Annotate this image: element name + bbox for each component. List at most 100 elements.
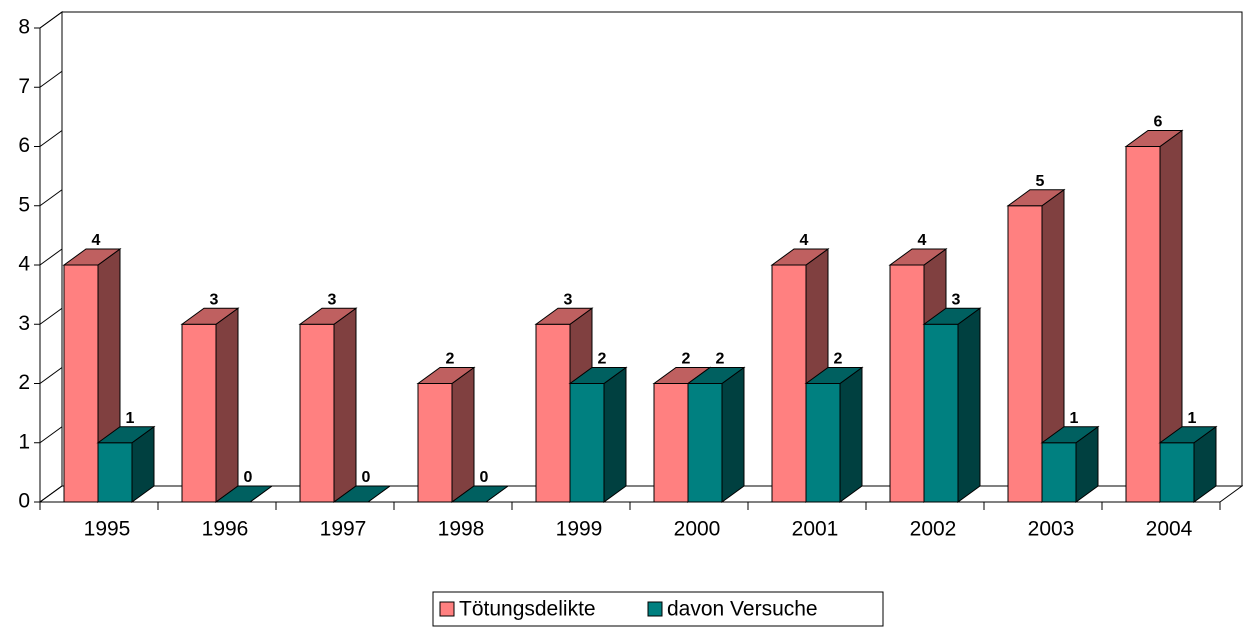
bar-front: [181, 323, 217, 503]
y-tick-label: 8: [18, 16, 30, 39]
value-label: 6: [1154, 114, 1163, 131]
value-label: 2: [716, 351, 725, 368]
value-label: 1: [1188, 410, 1197, 427]
bar-top: [332, 485, 392, 503]
bar-front: [1041, 442, 1077, 503]
bar-front: [1125, 146, 1161, 503]
grid-line: [39, 189, 63, 207]
bar-front: [97, 442, 133, 503]
bar: [96, 425, 156, 503]
grid-line: [39, 11, 63, 29]
bar-top: [96, 426, 156, 444]
legend-label: davon Versuche: [667, 598, 818, 621]
value-label: 2: [682, 351, 691, 368]
x-tick-label: 2003: [1028, 518, 1075, 541]
bar-front: [1007, 205, 1043, 503]
grid-line: [39, 248, 63, 266]
legend-swatch: [439, 601, 455, 617]
bar: [686, 366, 746, 503]
bar-top: [1124, 130, 1184, 147]
x-tick-label: 1997: [320, 518, 367, 541]
value-label: 0: [480, 469, 489, 486]
bar-top: [450, 485, 510, 503]
bar-top: [686, 367, 746, 384]
bar-top: [534, 307, 594, 325]
bar-front: [889, 264, 925, 503]
bar: [1124, 129, 1184, 503]
grid-line: [39, 485, 63, 503]
y-tick-label: 7: [18, 75, 30, 98]
bar: [332, 485, 392, 503]
grid-line: [39, 130, 63, 147]
x-tick-label: 1998: [438, 518, 485, 541]
bar-front: [653, 383, 689, 503]
bar-top: [804, 367, 864, 384]
value-label: 3: [564, 291, 573, 308]
value-label: 4: [918, 232, 927, 249]
bar-top: [1158, 426, 1218, 444]
bar-top: [1006, 189, 1066, 207]
bar-top: [298, 307, 358, 325]
y-tick-label: 1: [18, 430, 30, 453]
bar: [416, 366, 476, 503]
bar-side: [451, 366, 475, 503]
value-label: 3: [952, 291, 961, 308]
value-label: 2: [598, 351, 607, 368]
x-tick-label: 1999: [556, 518, 603, 541]
bar-top: [770, 248, 830, 266]
bar: [1040, 425, 1100, 503]
x-tick-label: 1996: [202, 518, 249, 541]
value-label: 0: [244, 469, 253, 486]
value-label: 3: [328, 291, 337, 308]
y-tick-label: 0: [18, 490, 30, 513]
grid-line: [39, 426, 63, 444]
x-tick-label: 1995: [84, 518, 131, 541]
bar-side: [721, 366, 745, 503]
bar: [804, 366, 864, 503]
y-tick-label: 3: [18, 312, 30, 335]
bar-side: [333, 307, 357, 503]
y-tick-label: 4: [18, 253, 30, 276]
y-tick-label: 6: [18, 134, 30, 157]
bar-top: [888, 248, 948, 266]
bar-side: [839, 366, 863, 503]
bar-top: [180, 307, 240, 325]
bar: [214, 485, 274, 503]
bar-top: [416, 367, 476, 384]
bar: [1158, 425, 1218, 503]
bar-front: [687, 383, 723, 503]
bar-side: [957, 307, 981, 503]
value-label: 1: [1070, 410, 1079, 427]
grid-line: [39, 367, 63, 384]
bar: [180, 307, 240, 503]
x-tick-label: 2004: [1146, 518, 1193, 541]
value-label: 0: [362, 469, 371, 486]
bar-front: [63, 264, 99, 503]
bar-front: [535, 323, 571, 503]
bar-front: [1159, 442, 1195, 503]
bar-front: [417, 383, 453, 503]
y-tick-label: 2: [18, 371, 30, 394]
bar-front: [923, 323, 959, 503]
bar-side: [603, 366, 627, 503]
value-label: 4: [92, 232, 101, 249]
value-label: 4: [800, 232, 809, 249]
bar: [1006, 188, 1066, 503]
back-wall: [61, 11, 1243, 487]
bar: [298, 307, 358, 503]
bar-top: [214, 485, 274, 503]
bar-top: [62, 248, 122, 266]
bar-front: [771, 264, 807, 503]
bar-front: [569, 383, 605, 503]
x-tick-label: 2001: [792, 518, 839, 541]
grid-line: [39, 70, 63, 88]
bar-top: [922, 307, 982, 325]
bar-front: [299, 323, 335, 503]
value-label: 5: [1036, 173, 1045, 190]
y-tick-label: 5: [18, 193, 30, 216]
bar: [922, 307, 982, 503]
bar-top: [1040, 426, 1100, 444]
bar-top: [568, 367, 628, 384]
grid-line: [39, 307, 63, 325]
